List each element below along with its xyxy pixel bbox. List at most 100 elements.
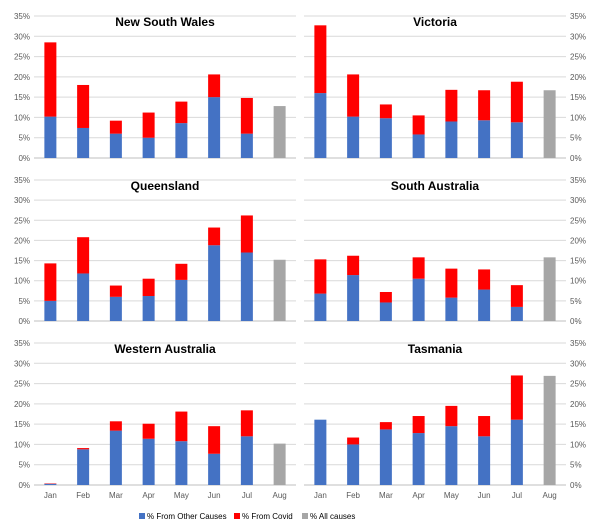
y-tick-label: 10% [14,440,30,449]
bar-other-causes [478,289,491,321]
bar-covid [347,255,360,276]
bar-other-causes [379,429,392,485]
bar-covid [175,411,188,442]
y-tick-label: 0% [570,154,582,163]
bar-other-causes [142,438,155,485]
bar-other-causes [208,245,221,321]
x-tick-label: May [444,491,459,500]
bar-covid [44,263,57,301]
bar-other-causes [142,296,155,321]
x-tick-label: Jun [208,491,221,500]
bar-covid [77,448,90,450]
y-tick-label: 10% [570,440,586,449]
x-tick-label: Jan [314,491,327,500]
y-tick-label: 5% [18,297,30,306]
bar-covid [478,90,491,121]
bar-other-causes [314,419,327,485]
bar-covid [347,74,360,117]
y-tick-label: 30% [14,32,30,41]
bar-covid [314,25,327,94]
bar-other-causes [379,302,392,321]
y-tick-label: 35% [14,176,30,185]
bar-other-causes [175,279,188,321]
chart-title: Western Australia [114,342,216,356]
x-tick-label: Mar [109,491,123,500]
x-tick-label: Aug [273,491,287,500]
panel-tasmania: 0% 5% 10% 15% 20% 25% 30% 35% Tasmania Jan Feb Mar A… [304,339,586,500]
bar-other-causes [77,449,90,485]
bar-other-causes [347,275,360,321]
y-tick-label: 20% [14,236,30,245]
bar-covid [478,416,491,437]
y-tick-label: 20% [14,73,30,82]
y-tick-label: 35% [14,12,30,21]
y-tick-label: 30% [570,359,586,368]
bar-covid [240,97,253,134]
bar-other-causes [445,297,458,321]
y-tick-label: 35% [570,176,586,185]
chart-panels: 0% 5% 10% 15% 20% 25% 30% 35% New South Wales 0% 5… [14,12,586,500]
panel-western-australia: 0% 5% 10% 15% 20% 25% 30% 35% Western Australia J… [14,339,296,500]
y-tick-label: 25% [14,53,30,62]
bar-covid [478,269,491,290]
bar-covid [445,405,458,427]
y-tick-label: 5% [570,134,582,143]
x-tick-label: Aug [543,491,557,500]
bar-other-causes [44,300,57,321]
bar-covid [510,285,523,307]
bar-other-causes [208,97,221,158]
bar-other-causes [314,93,327,158]
y-tick-label: 30% [14,359,30,368]
bar-other-causes [240,133,253,158]
chart-title: Victoria [413,15,457,29]
y-tick-label: 20% [570,400,586,409]
bar-covid [77,84,90,128]
bar-other-causes [478,120,491,158]
bar-other-causes [109,133,122,158]
y-tick-label: 0% [18,154,30,163]
bar-covid [208,74,221,98]
y-tick-label: 5% [570,461,582,470]
bar-other-causes [510,306,523,321]
x-tick-label: Apr [412,491,425,500]
x-tick-label: Feb [76,491,90,500]
bar-other-causes [379,118,392,158]
y-tick-label: 35% [570,339,586,348]
bar-covid [510,375,523,420]
y-tick-label: 20% [570,236,586,245]
bar-covid [175,263,188,280]
y-tick-label: 35% [570,12,586,21]
y-tick-label: 5% [570,297,582,306]
bar-other-causes [478,436,491,485]
bar-covid [142,278,155,297]
bar-other-causes [445,121,458,158]
bar-covid [240,215,253,253]
bar-other-causes [77,273,90,321]
bar-covid [208,227,221,246]
bar-covid [379,104,392,119]
bar-covid [109,285,122,297]
bar-other-causes [412,134,425,158]
chart-title: South Australia [391,179,480,193]
y-tick-label: 15% [570,420,586,429]
legend-swatch-covid [234,513,240,519]
legend-label-all-causes: % All causes [310,512,355,521]
y-tick-label: 25% [14,380,30,389]
y-tick-label: 5% [18,461,30,470]
x-tick-label: Jun [478,491,491,500]
panel-new-south-wales: 0% 5% 10% 15% 20% 25% 30% 35% New South Wales [14,12,296,163]
y-tick-label: 25% [14,216,30,225]
y-tick-label: 25% [570,216,586,225]
bar-all-causes [543,257,556,321]
x-tick-label: Apr [142,491,155,500]
bar-other-causes [142,137,155,158]
bar-other-causes [240,436,253,485]
bar-covid [175,101,188,124]
bar-other-causes [240,252,253,321]
y-tick-label: 0% [18,481,30,490]
bar-covid [314,259,327,294]
y-tick-label: 15% [570,93,586,102]
bar-other-causes [347,116,360,158]
legend-label-other-causes: % From Other Causes [147,512,227,521]
